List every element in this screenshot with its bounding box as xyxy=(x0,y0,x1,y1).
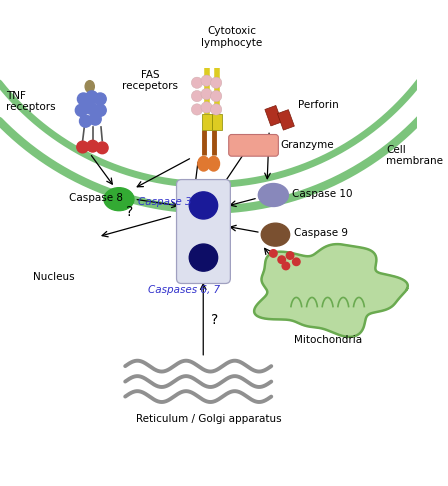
Ellipse shape xyxy=(104,188,134,210)
Ellipse shape xyxy=(85,81,95,92)
Ellipse shape xyxy=(261,223,290,246)
Polygon shape xyxy=(124,0,293,5)
Circle shape xyxy=(191,90,202,102)
Text: Cell
membrane: Cell membrane xyxy=(386,144,443,166)
Circle shape xyxy=(282,262,290,270)
Circle shape xyxy=(201,88,212,100)
FancyBboxPatch shape xyxy=(177,179,230,283)
Circle shape xyxy=(286,252,294,259)
Ellipse shape xyxy=(96,142,108,154)
Circle shape xyxy=(270,250,277,257)
Circle shape xyxy=(78,93,90,105)
FancyBboxPatch shape xyxy=(228,135,278,156)
Text: Perforin: Perforin xyxy=(298,100,339,110)
Circle shape xyxy=(191,104,202,115)
Text: Caspase 3: Caspase 3 xyxy=(138,197,191,207)
Text: FAS
recepetors: FAS recepetors xyxy=(122,70,178,91)
Circle shape xyxy=(211,104,222,115)
Bar xyxy=(202,115,211,130)
Polygon shape xyxy=(254,244,408,337)
Text: ?: ? xyxy=(211,313,218,327)
Circle shape xyxy=(293,258,300,265)
Circle shape xyxy=(79,115,91,127)
Circle shape xyxy=(278,256,285,263)
Text: Nucleus: Nucleus xyxy=(34,272,75,282)
Circle shape xyxy=(89,113,101,125)
Circle shape xyxy=(211,90,222,102)
Circle shape xyxy=(94,93,106,105)
Ellipse shape xyxy=(189,244,218,271)
Ellipse shape xyxy=(208,156,220,171)
Text: Reticulum / Golgi apparatus: Reticulum / Golgi apparatus xyxy=(136,414,281,424)
Text: Mitochondria: Mitochondria xyxy=(293,335,362,345)
Circle shape xyxy=(201,75,212,87)
Circle shape xyxy=(86,91,98,103)
Text: ?: ? xyxy=(126,205,133,219)
Text: TNF
receptors: TNF receptors xyxy=(6,91,56,112)
Ellipse shape xyxy=(77,141,88,153)
Circle shape xyxy=(211,77,222,88)
Bar xyxy=(212,115,222,130)
Text: Caspases 6, 7: Caspases 6, 7 xyxy=(148,285,220,295)
Text: Cytotoxic
lymphocyte: Cytotoxic lymphocyte xyxy=(201,26,262,48)
Circle shape xyxy=(94,104,106,116)
Text: Granzyme: Granzyme xyxy=(280,140,334,150)
Text: Caspase 8: Caspase 8 xyxy=(69,193,123,203)
Circle shape xyxy=(201,102,212,113)
Circle shape xyxy=(191,77,202,88)
Ellipse shape xyxy=(198,156,210,171)
Circle shape xyxy=(85,102,97,114)
Bar xyxy=(265,105,282,126)
Bar xyxy=(277,110,294,130)
Text: Caspase 10: Caspase 10 xyxy=(292,189,353,199)
Circle shape xyxy=(75,104,87,116)
Ellipse shape xyxy=(258,184,289,207)
Text: Caspase 9: Caspase 9 xyxy=(294,228,348,239)
Ellipse shape xyxy=(87,140,99,152)
Ellipse shape xyxy=(189,192,218,219)
